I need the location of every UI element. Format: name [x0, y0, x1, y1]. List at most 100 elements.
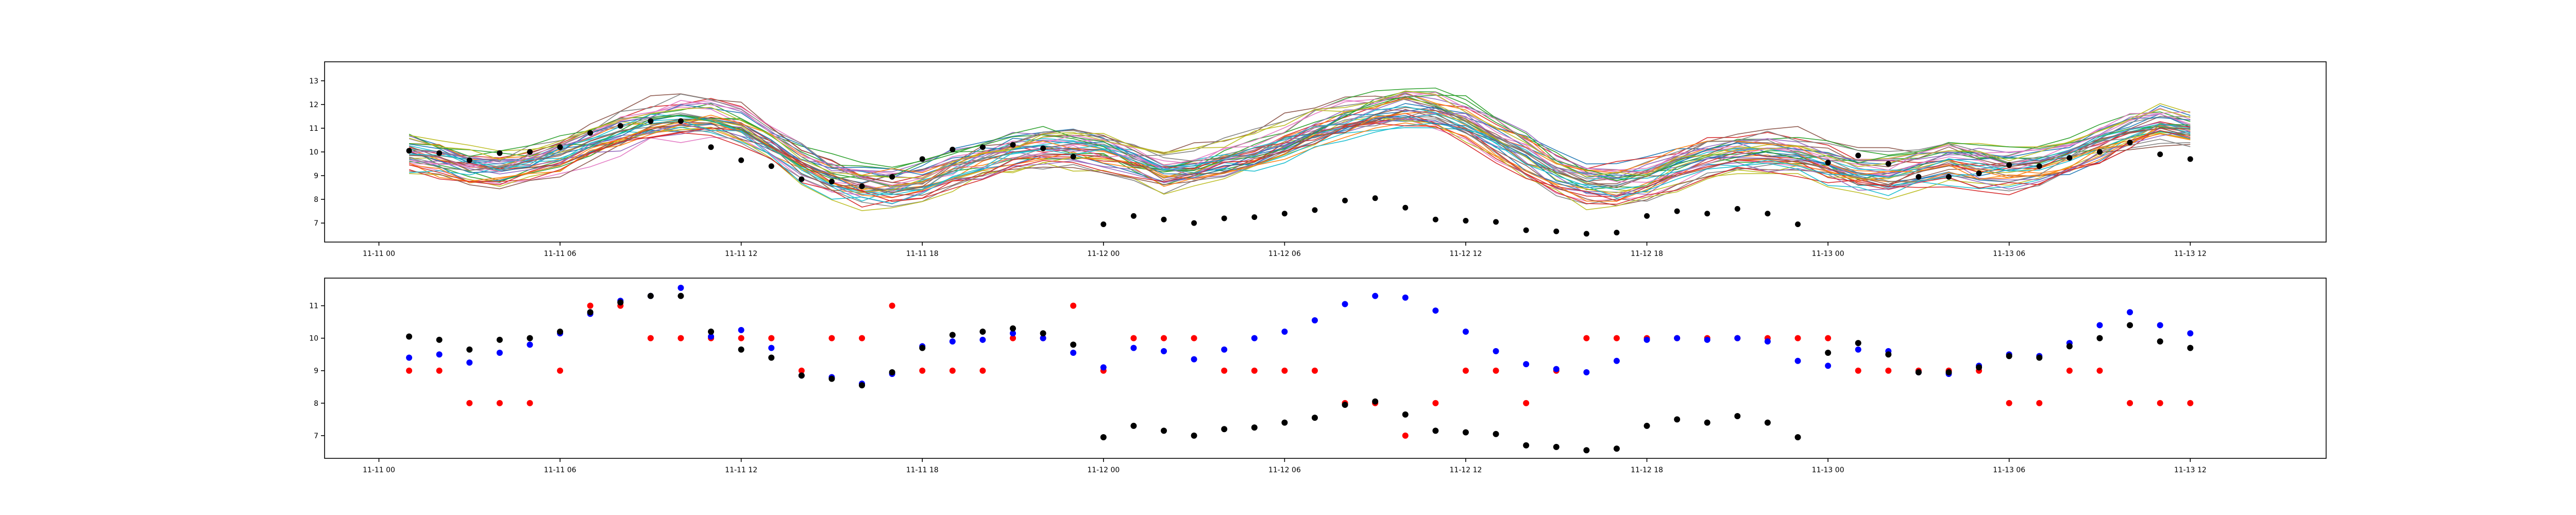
- blue-point: [1372, 293, 1379, 299]
- top-x-tick-label: 11-12 18: [1631, 250, 1663, 258]
- observed-point: [919, 156, 925, 162]
- red-point: [1432, 400, 1439, 406]
- observed-point: [1402, 204, 1409, 211]
- black-point: [1432, 427, 1439, 434]
- blue-point: [1764, 338, 1771, 345]
- ensemble-members: [409, 88, 2191, 211]
- red-point: [2006, 400, 2012, 406]
- blue-point: [1613, 357, 1620, 364]
- black-point: [1704, 419, 1710, 426]
- ensemble-line-chart: 11-11 00 11-11 06 11-11 12 11-11 18 11-12 00…: [309, 61, 2327, 258]
- blue-point: [1553, 366, 1560, 372]
- black-point: [1764, 419, 1771, 426]
- blue-point: [738, 327, 744, 333]
- blue-point: [2157, 322, 2163, 329]
- blue-point: [1100, 364, 1107, 371]
- black-point: [949, 332, 956, 338]
- observed-point: [889, 174, 895, 180]
- black-point: [1855, 340, 1861, 347]
- observed-point: [1010, 142, 1016, 148]
- black-point: [557, 329, 564, 335]
- observed-point: [648, 118, 654, 124]
- black-point: [1493, 431, 1499, 437]
- top-y-tick-label: 9: [314, 172, 318, 180]
- observed-point: [2097, 149, 2103, 155]
- black-point: [406, 333, 413, 340]
- black-point: [1372, 398, 1379, 405]
- observed-point: [828, 179, 835, 185]
- bottom-x-tick-label: 11-13 06: [1993, 466, 2025, 474]
- blue-point: [2187, 330, 2194, 337]
- observed-point: [1704, 211, 1710, 217]
- black-point: [1402, 411, 1409, 418]
- bottom-x-tick-label: 11-13 12: [2174, 466, 2207, 474]
- red-point: [919, 367, 926, 374]
- red-point: [1311, 367, 1318, 374]
- observed-point: [1583, 231, 1589, 237]
- observed-point: [1795, 221, 1801, 227]
- blue-point: [1704, 336, 1710, 343]
- observed-point: [738, 157, 744, 163]
- black-point: [677, 293, 684, 299]
- top-y-tick-label: 13: [309, 77, 318, 85]
- blue-point: [708, 333, 715, 340]
- red-point: [979, 367, 986, 374]
- black-point: [1643, 422, 1650, 429]
- red-point: [406, 367, 413, 374]
- ensemble-member-line: [409, 124, 2191, 202]
- bottom-x-tick-label: 11-11 12: [725, 466, 757, 474]
- blue-point: [496, 350, 503, 356]
- observed-point: [2066, 155, 2073, 161]
- observed-point: [1191, 220, 1197, 226]
- black-point: [1553, 443, 1560, 450]
- blue-point: [1402, 294, 1409, 301]
- observed-point: [1161, 216, 1167, 222]
- ensemble-member-line: [409, 102, 2191, 180]
- black-point: [828, 375, 835, 382]
- black-point: [979, 329, 986, 335]
- blue-point: [1342, 301, 1348, 307]
- black-point: [1100, 434, 1107, 441]
- blue-point: [1583, 369, 1590, 375]
- observed-point: [406, 148, 412, 154]
- ensemble-member-line: [409, 95, 2191, 180]
- black-point: [1342, 401, 1348, 408]
- observed-point: [587, 130, 594, 136]
- blue-point: [1734, 335, 1741, 341]
- observed-point: [799, 176, 805, 182]
- observed-point: [1312, 207, 1318, 213]
- black-point: [1070, 341, 1077, 348]
- observed-point: [1070, 153, 1076, 160]
- bottom-x-tick-label: 11-12 06: [1268, 466, 1301, 474]
- black-point: [2157, 338, 2163, 345]
- observed-point: [979, 144, 986, 150]
- red-point: [436, 367, 443, 374]
- blue-point: [1221, 346, 1228, 353]
- scatter-series-3: [406, 293, 2194, 454]
- observed-point: [1885, 161, 1891, 167]
- red-point: [1583, 335, 1590, 341]
- blue-point: [979, 336, 986, 343]
- bottom-x-tick-label: 11-12 12: [1450, 466, 1482, 474]
- top-x-tick-label: 11-13 00: [1812, 250, 1844, 258]
- black-point: [1010, 325, 1016, 332]
- scatter-chart: 11-11 00 11-11 06 11-11 12 11-11 18 11-12 00…: [309, 278, 2327, 474]
- black-point: [889, 369, 895, 375]
- top-y-tick-label: 11: [309, 125, 318, 133]
- ensemble-member-line: [409, 97, 2191, 183]
- black-point: [436, 336, 443, 343]
- observed-point: [1523, 227, 1529, 233]
- red-point: [1281, 367, 1288, 374]
- blue-point: [1493, 348, 1499, 354]
- blue-point: [1855, 346, 1861, 353]
- red-point: [1070, 302, 1077, 309]
- black-point: [527, 335, 533, 341]
- red-point: [647, 335, 654, 341]
- bottom-y-tick-label: 7: [314, 432, 318, 440]
- blue-point: [1191, 356, 1197, 363]
- ensemble-member-line: [409, 113, 2191, 208]
- bottom-y-tick-label: 9: [314, 367, 318, 375]
- bottom-x-tick-label: 11-13 00: [1812, 466, 1844, 474]
- top-y-tick-label: 12: [309, 101, 318, 109]
